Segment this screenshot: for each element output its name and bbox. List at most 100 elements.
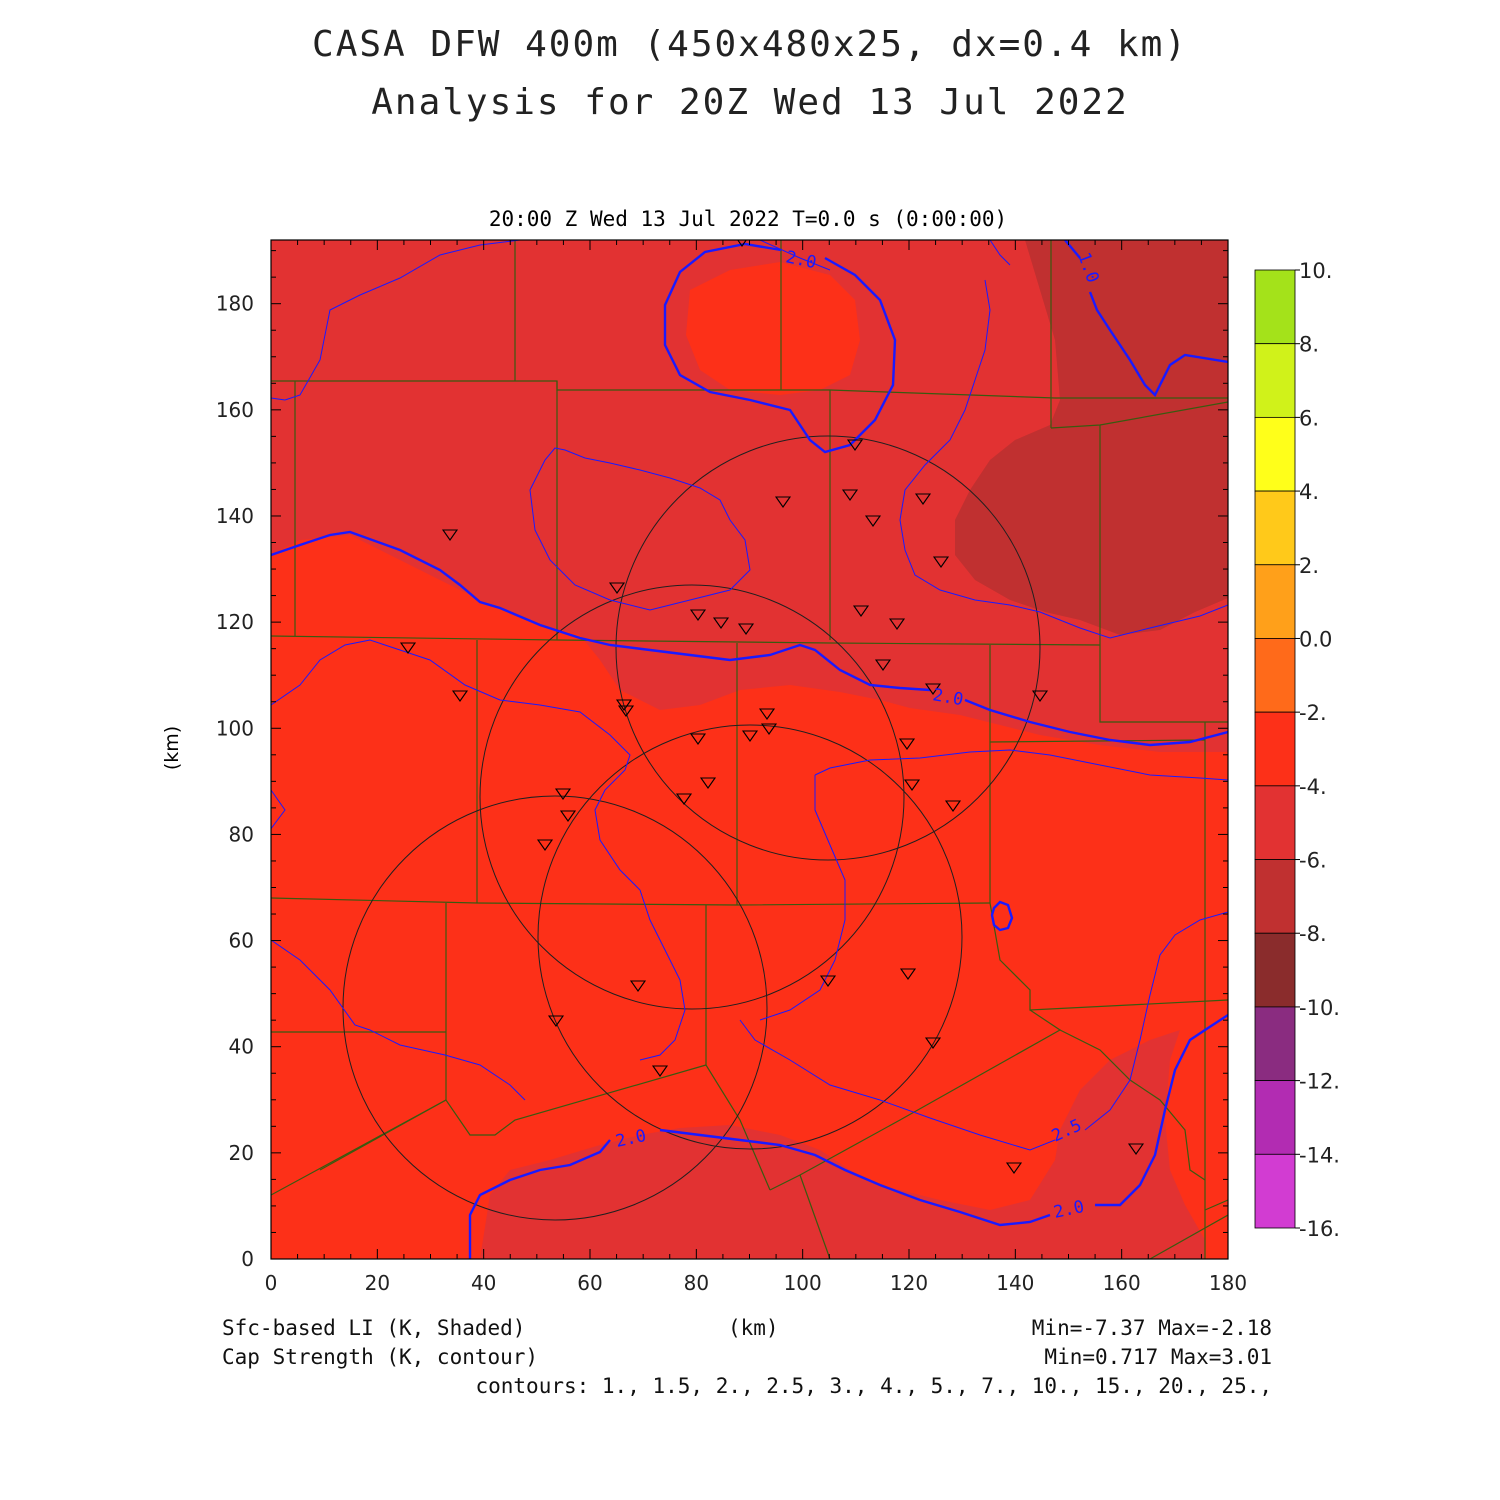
colorbar-label: 6.: [1299, 406, 1319, 430]
colorbar-label: 2.: [1299, 554, 1319, 578]
colorbar-swatch: [1254, 490, 1296, 566]
station-marker: [536, 839, 554, 851]
station-marker: [819, 975, 837, 987]
y-tick-label: 40: [229, 1035, 254, 1059]
colorbar-label: -16.: [1299, 1217, 1340, 1241]
x-tick-label: 100: [784, 1271, 822, 1295]
colorbar-swatch: [1254, 343, 1296, 418]
station-marker: [689, 609, 707, 621]
station-marker: [737, 623, 755, 635]
y-tick-label: 180: [216, 292, 254, 316]
x-tick-label: 20: [365, 1271, 390, 1295]
station-marker: [399, 642, 417, 654]
colorbar-swatch: [1254, 638, 1296, 713]
station-marker: [841, 489, 859, 501]
colorbar-label: -2.: [1299, 701, 1327, 725]
station-marker: [852, 605, 870, 617]
station-marker: [914, 493, 932, 505]
station-marker: [615, 699, 633, 711]
footer-contour-levels: contours: 1., 1.5, 2., 2.5, 3., 4., 5., …: [475, 1374, 1272, 1398]
colorbar-label: 10.: [1299, 259, 1332, 283]
cap-strength-contours-thick: [271, 240, 1228, 1259]
station-marker: [1005, 1162, 1023, 1174]
shading-li-minus6-minus8: [955, 240, 1228, 635]
colorbar-swatch: [1254, 859, 1296, 934]
range-ring: [615, 435, 1041, 861]
footer-contour-minmax: Min=0.717 Max=3.01: [1044, 1345, 1272, 1369]
title-line-1: CASA DFW 400m (450x480x25, dx=0.4 km): [312, 24, 1188, 65]
axes: 0 20 40 60 80 100 120 140 160 180 0 20 40 60 80 100 120 1…: [216, 240, 1247, 1295]
y-tick-label: 60: [229, 929, 254, 953]
station-marker: [898, 738, 916, 750]
station-marker: [441, 529, 459, 541]
shading-li-minus2-minus4: [271, 535, 1228, 1259]
station-markers: [399, 240, 1145, 1174]
station-marker: [675, 793, 693, 805]
colorbar-label: -4.: [1299, 775, 1327, 799]
x-tick-label: 140: [996, 1271, 1034, 1295]
station-marker: [629, 980, 647, 992]
y-axis-label: (km): [161, 726, 183, 770]
colorbar: 10. 8. 6. 4. 2. 0.0 -2. -4. -6. -8. -10. -12. -14. -1…: [1254, 259, 1340, 1241]
colorbar-swatch: [1254, 711, 1296, 787]
y-tick-label: 80: [229, 822, 254, 846]
footer-shading-label: Sfc-based LI (K, Shaded): [222, 1316, 526, 1340]
map-area: 2.0 1.0 2.0 2.0 2.5 2.0: [271, 240, 1228, 1259]
y-tick-label: 120: [216, 610, 254, 634]
range-ring: [479, 584, 905, 1010]
colorbar-swatch: [1254, 932, 1296, 1008]
footer-shading-minmax: Min=-7.37 Max=-2.18: [1031, 1316, 1272, 1340]
station-marker: [547, 1015, 565, 1027]
station-marker: [932, 556, 950, 568]
y-tick-label: 20: [229, 1141, 254, 1165]
x-tick-label: 40: [471, 1271, 496, 1295]
station-marker: [451, 690, 469, 702]
station-marker: [554, 788, 572, 800]
x-tick-label: 60: [577, 1271, 602, 1295]
station-marker: [712, 617, 730, 629]
colorbar-label: -10.: [1299, 996, 1340, 1020]
colorbar-swatch: [1254, 416, 1296, 492]
x-tick-label: 0: [265, 1271, 278, 1295]
shading-li-minus2-minus4-north: [686, 262, 860, 395]
station-marker: [924, 683, 942, 695]
range-ring: [537, 724, 963, 1150]
station-marker: [1031, 690, 1049, 702]
colorbar-label: 0.0: [1299, 627, 1332, 651]
county-lines: [271, 240, 1228, 1259]
x-tick-label: 80: [684, 1271, 709, 1295]
station-marker: [924, 1037, 942, 1049]
colorbar-label: -12.: [1299, 1070, 1340, 1094]
station-marker: [760, 723, 778, 735]
station-marker: [903, 779, 921, 791]
station-marker: [874, 659, 892, 671]
colorbar-swatch: [1254, 1080, 1296, 1155]
station-marker: [699, 777, 717, 789]
colorbar-swatch: [1254, 785, 1296, 860]
station-marker: [899, 968, 917, 980]
colorbar-label: 4.: [1299, 480, 1319, 504]
cap-strength-contours-thin: [271, 240, 1228, 1151]
colorbar-swatch: [1254, 1006, 1296, 1082]
station-marker: [774, 496, 792, 508]
station-marker: [846, 439, 864, 451]
y-tick-label: 100: [216, 716, 254, 740]
station-marker: [689, 733, 707, 745]
plot-subtitle: 20:00 Z Wed 13 Jul 2022 T=0.0 s (0:00:00…: [489, 207, 1007, 231]
station-marker: [888, 618, 906, 630]
station-marker: [864, 515, 882, 527]
x-tick-label: 160: [1103, 1271, 1141, 1295]
colorbar-label: -8.: [1299, 922, 1327, 946]
colorbar-label: -6.: [1299, 849, 1327, 873]
station-marker: [617, 705, 635, 717]
station-marker: [944, 800, 962, 812]
station-marker: [741, 730, 759, 742]
title-line-2: Analysis for 20Z Wed 13 Jul 2022: [371, 82, 1129, 123]
colorbar-swatch: [1254, 564, 1296, 639]
station-marker: [608, 582, 626, 594]
x-axis-label: (km): [728, 1316, 779, 1340]
station-marker: [559, 810, 577, 822]
station-marker: [758, 708, 776, 720]
station-marker: [651, 1065, 669, 1077]
